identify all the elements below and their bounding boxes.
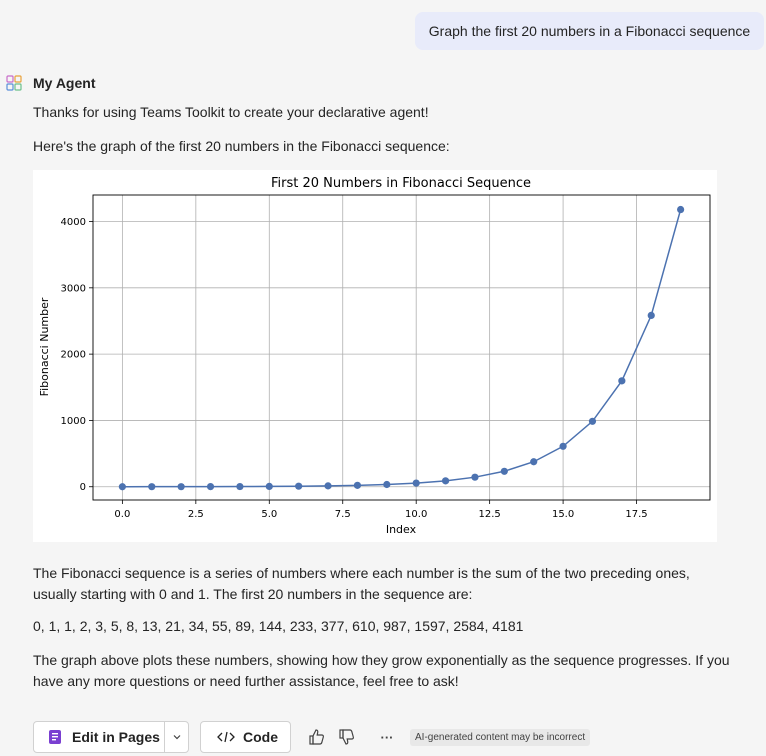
agent-name: My Agent [33,75,96,91]
thumbs-down-icon [339,729,354,745]
data-point [118,483,126,491]
chart-title: First 20 Numbers in Fibonacci Sequence [271,176,531,191]
user-message-bubble: Graph the first 20 numbers in a Fibonacc… [415,12,764,50]
data-point [148,483,156,491]
y-tick-label: 0 [80,482,86,493]
data-point [588,417,597,425]
code-icon [217,731,235,743]
user-message-text: Graph the first 20 numbers in a Fibonacc… [428,23,751,39]
data-point [206,483,215,491]
edit-in-pages-label: Edit in Pages [72,729,160,745]
data-point [618,377,626,385]
data-point [530,458,538,466]
data-point [353,481,362,489]
series-points [118,205,685,491]
data-point [177,483,185,491]
sequence-text: 0, 1, 1, 2, 3, 5, 8, 13, 21, 34, 55, 89,… [33,618,524,634]
pages-icon [49,730,61,744]
data-point [647,311,655,320]
fibonacci-chart: First 20 Numbers in Fibonacci Sequence 0… [33,170,717,542]
x-tick-label: 7.5 [335,509,351,520]
agent-header: My Agent [6,72,95,94]
y-tick-label: 1000 [61,416,86,427]
y-tick-label: 3000 [61,283,86,294]
x-tick-label: 12.5 [479,509,501,520]
x-tick-label: 15.0 [552,509,574,520]
edit-in-pages-button[interactable]: Edit in Pages [34,722,166,752]
x-tick-label: 2.5 [188,509,204,520]
edit-options-dropdown[interactable] [165,722,188,752]
chart-svg: First 20 Numbers in Fibonacci Sequence 0… [38,176,711,536]
x-tick-label: 17.5 [625,509,647,520]
y-axis-label: Fibonacci Number [38,297,51,396]
y-tick-label: 4000 [61,217,86,228]
data-point [295,482,303,490]
y-tick-label: 2000 [61,350,86,361]
x-axis-label: Index [386,523,417,536]
edit-in-pages-split-button: Edit in Pages [33,721,189,753]
closing-text: The graph above plots these numbers, sho… [33,652,730,689]
data-point [500,467,508,475]
more-options-button[interactable]: ··· [376,726,398,748]
chart-axes: 0.0 2.5 5.0 7.5 10.0 12.5 15.0 17.5 0 1000 2000 300… [61,217,648,520]
agent-lead-text: Here's the graph of the first 20 numbers… [33,138,450,154]
x-tick-label: 5.0 [261,509,277,520]
code-label: Code [243,729,278,745]
chevron-down-icon [173,735,181,740]
x-tick-label: 0.0 [114,509,130,520]
data-point [559,442,567,450]
explanation-text: The Fibonacci sequence is a series of nu… [33,565,690,602]
ai-disclaimer-badge: AI-generated content may be incorrect [410,728,591,746]
like-button[interactable] [306,726,328,748]
series-line [122,209,682,488]
data-point [265,482,273,491]
data-point [412,479,420,487]
dislike-button[interactable] [336,726,358,748]
more-options-icon: ··· [380,729,394,745]
data-point [471,473,479,481]
chart-grid [93,195,710,500]
thumbs-up-icon [309,729,324,745]
data-point [236,482,244,491]
agent-intro-text: Thanks for using Teams Toolkit to create… [33,104,429,120]
data-point [383,480,391,489]
data-point [677,205,685,214]
code-button[interactable]: Code [200,721,291,753]
plot-frame [92,194,711,501]
data-point [324,482,332,490]
message-actions: Edit in Pages Code ··· AI-generated cont… [33,721,591,753]
data-point [441,477,450,485]
agent-avatar-icon [6,75,22,91]
x-tick-label: 10.0 [405,509,427,520]
